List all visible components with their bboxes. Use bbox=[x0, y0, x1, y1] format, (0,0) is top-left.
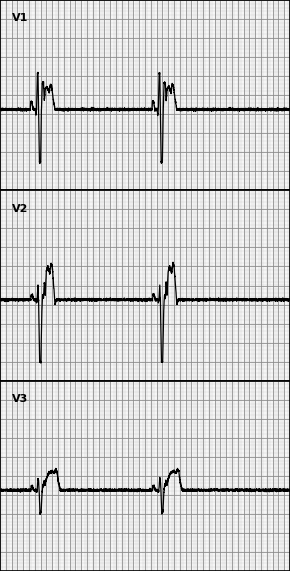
Text: V1: V1 bbox=[12, 13, 28, 23]
Text: V3: V3 bbox=[12, 394, 28, 404]
Text: V2: V2 bbox=[12, 204, 28, 214]
